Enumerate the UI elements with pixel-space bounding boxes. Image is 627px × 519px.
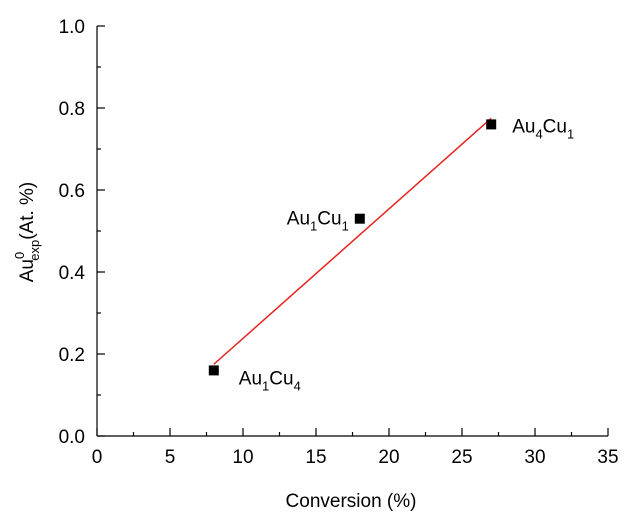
x-tick-label: 5 <box>165 447 176 468</box>
data-point <box>354 213 365 224</box>
x-tick-label: 0 <box>92 447 103 468</box>
y-axis-title: Au0exp(At. %) <box>12 182 42 283</box>
point-label: Au1Cu4 <box>239 368 301 393</box>
point-label: Au4Cu1 <box>512 116 574 141</box>
y-tick-label: 1.0 <box>59 17 85 38</box>
x-tick-label: 10 <box>232 447 253 468</box>
point-label: Au1Cu1 <box>287 209 349 234</box>
data-points: Au1Cu4 Au1Cu1 Au4Cu1 <box>208 116 574 393</box>
fit-line-group <box>213 117 492 365</box>
y-tick-label: 0.6 <box>59 181 85 202</box>
y-axis-title-superscript: 0 <box>12 252 27 259</box>
x-tick-label: 25 <box>451 447 472 468</box>
ticks: 0 5 10 15 20 25 30 35 0.0 0.2 0.4 0.6 0.8 1.0 <box>59 17 619 468</box>
y-tick-label: 0.2 <box>59 345 85 366</box>
x-tick-label: 20 <box>378 447 399 468</box>
y-tick-label: 0.0 <box>59 427 85 448</box>
x-axis-title: Conversion (%) <box>286 491 417 512</box>
data-point <box>486 119 497 130</box>
x-tick-label: 15 <box>305 447 326 468</box>
y-tick-label: 0.8 <box>59 99 85 120</box>
data-point <box>208 365 219 376</box>
x-tick-label: 30 <box>524 447 545 468</box>
axes <box>96 26 608 437</box>
y-tick-label: 0.4 <box>59 263 86 284</box>
x-tick-label: 35 <box>597 447 618 468</box>
fit-line <box>213 117 492 365</box>
y-axis-title-suffix: (At. %) <box>17 182 38 240</box>
y-axis-title-base: Au <box>17 259 38 282</box>
y-axis-title-subscript: exp <box>27 240 42 261</box>
